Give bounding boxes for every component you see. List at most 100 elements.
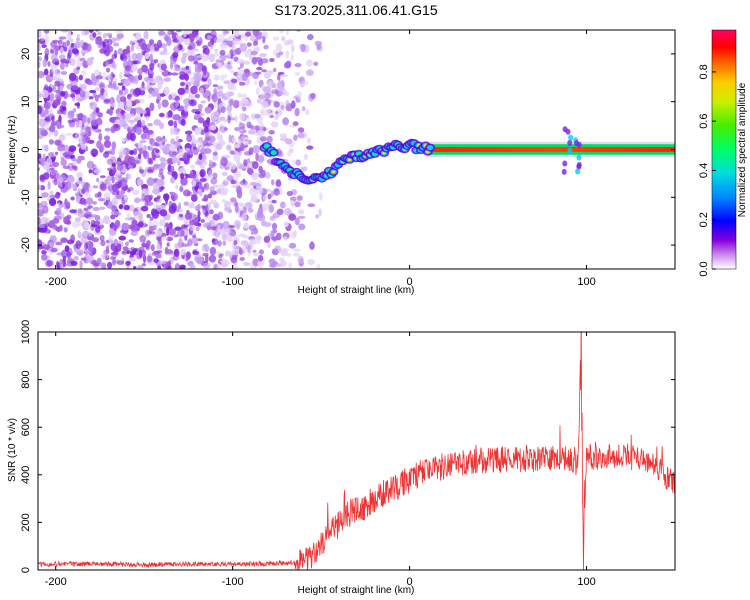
noise-blob	[129, 250, 137, 256]
noise-blob	[41, 37, 45, 42]
noise-blob	[74, 217, 81, 223]
noise-blob	[258, 121, 264, 131]
noise-blob	[290, 199, 295, 207]
noise-blob	[290, 53, 294, 61]
noise-blob	[179, 95, 183, 101]
noise-blob	[212, 151, 218, 156]
noise-blob	[154, 59, 159, 64]
noise-blob	[67, 119, 74, 124]
noise-blob	[61, 106, 67, 112]
noise-blob	[117, 101, 125, 109]
snr-panel: -200 -100 0 100 0 200 400 600 800 1000 Height of…	[7, 320, 676, 596]
noise-blob	[38, 239, 43, 248]
noise-blob	[91, 119, 98, 127]
noise-blob	[246, 42, 252, 47]
noise-blob	[234, 115, 238, 123]
noise-blob	[297, 255, 304, 264]
noise-blob	[95, 225, 101, 233]
noise-blob	[123, 78, 132, 87]
noise-blob	[242, 115, 250, 122]
noise-blob	[155, 253, 162, 259]
noise-blob	[185, 130, 193, 135]
noise-blob	[74, 132, 83, 141]
noise-blob	[273, 67, 277, 73]
noise-blob	[78, 242, 83, 246]
noise-blob	[219, 74, 225, 81]
noise-blob	[115, 169, 121, 176]
noise-blob	[285, 99, 290, 106]
noise-blob	[123, 124, 130, 130]
noise-blob	[55, 173, 60, 179]
noise-blob	[297, 127, 305, 133]
noise-blob	[270, 121, 279, 128]
noise-blob	[203, 222, 211, 228]
noise-blob	[104, 127, 111, 132]
noise-blob	[88, 246, 92, 251]
noise-blob	[179, 74, 186, 80]
noise-blob	[104, 135, 110, 141]
noise-blob	[278, 88, 287, 96]
noise-blob	[180, 229, 185, 237]
noise-blob	[133, 211, 140, 219]
noise-blob	[163, 86, 170, 96]
noise-blob	[146, 177, 155, 187]
noise-blob	[238, 122, 246, 130]
noise-blob	[161, 99, 169, 108]
noise-blob	[49, 190, 54, 197]
noise-blob	[133, 148, 138, 156]
noise-blob	[212, 162, 217, 167]
noise-blob	[143, 31, 149, 40]
noise-blob	[102, 254, 110, 260]
noise-blob	[108, 35, 112, 39]
noise-blob	[212, 84, 218, 88]
noise-blob	[136, 177, 142, 186]
noise-blob	[89, 112, 97, 121]
noise-blob	[180, 56, 187, 64]
noise-blob	[78, 74, 83, 81]
noise-blob	[209, 246, 217, 256]
noise-blob	[146, 115, 150, 122]
noise-blob	[50, 247, 58, 253]
noise-blob	[252, 249, 257, 253]
noise-blob	[230, 197, 237, 203]
noise-blob	[196, 254, 201, 258]
noise-blob	[142, 254, 147, 264]
noise-blob	[201, 244, 209, 252]
noise-blob	[41, 192, 49, 198]
noise-blob	[157, 102, 162, 110]
noise-blob	[184, 147, 191, 152]
noise-blob	[143, 144, 147, 151]
noise-blob	[107, 220, 112, 225]
noise-blob	[141, 263, 146, 267]
noise-blob	[212, 213, 220, 221]
noise-blob	[67, 252, 72, 256]
noise-blob	[192, 179, 196, 187]
noise-blob	[262, 86, 271, 93]
noise-blob	[82, 137, 87, 145]
noise-blob	[78, 120, 83, 128]
noise-blob	[124, 64, 131, 72]
noise-blob	[158, 168, 164, 176]
noise-blob	[128, 204, 135, 212]
noise-blob	[189, 225, 195, 232]
noise-blob	[202, 262, 211, 269]
noise-blob	[85, 191, 91, 199]
noise-blob	[238, 100, 244, 107]
noise-blob	[116, 164, 124, 171]
carrier-blob-core	[347, 158, 352, 162]
noise-blob	[88, 232, 92, 237]
noise-blob	[241, 73, 248, 82]
noise-blob	[116, 94, 122, 104]
noise-blob	[294, 201, 301, 208]
noise-blob	[38, 167, 41, 171]
noise-blob	[48, 139, 55, 145]
noise-blob	[72, 108, 77, 113]
noise-blob	[149, 216, 154, 221]
noise-blob	[76, 172, 84, 179]
noise-blob	[140, 205, 149, 212]
noise-blob	[132, 88, 141, 97]
noise-blob	[192, 139, 198, 144]
noise-blob	[156, 198, 162, 204]
noise-blob	[255, 87, 260, 96]
noise-blob	[168, 94, 173, 101]
